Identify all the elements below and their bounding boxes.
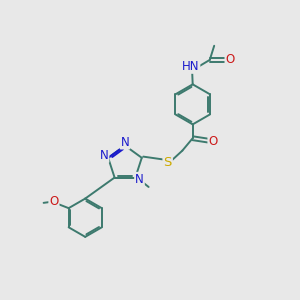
Text: N: N bbox=[121, 136, 129, 148]
Text: N: N bbox=[100, 149, 108, 162]
Text: N: N bbox=[135, 173, 144, 186]
Text: O: O bbox=[49, 195, 58, 208]
Text: S: S bbox=[164, 156, 172, 169]
Text: HN: HN bbox=[182, 60, 200, 73]
Text: O: O bbox=[208, 135, 217, 148]
Text: O: O bbox=[226, 53, 235, 66]
